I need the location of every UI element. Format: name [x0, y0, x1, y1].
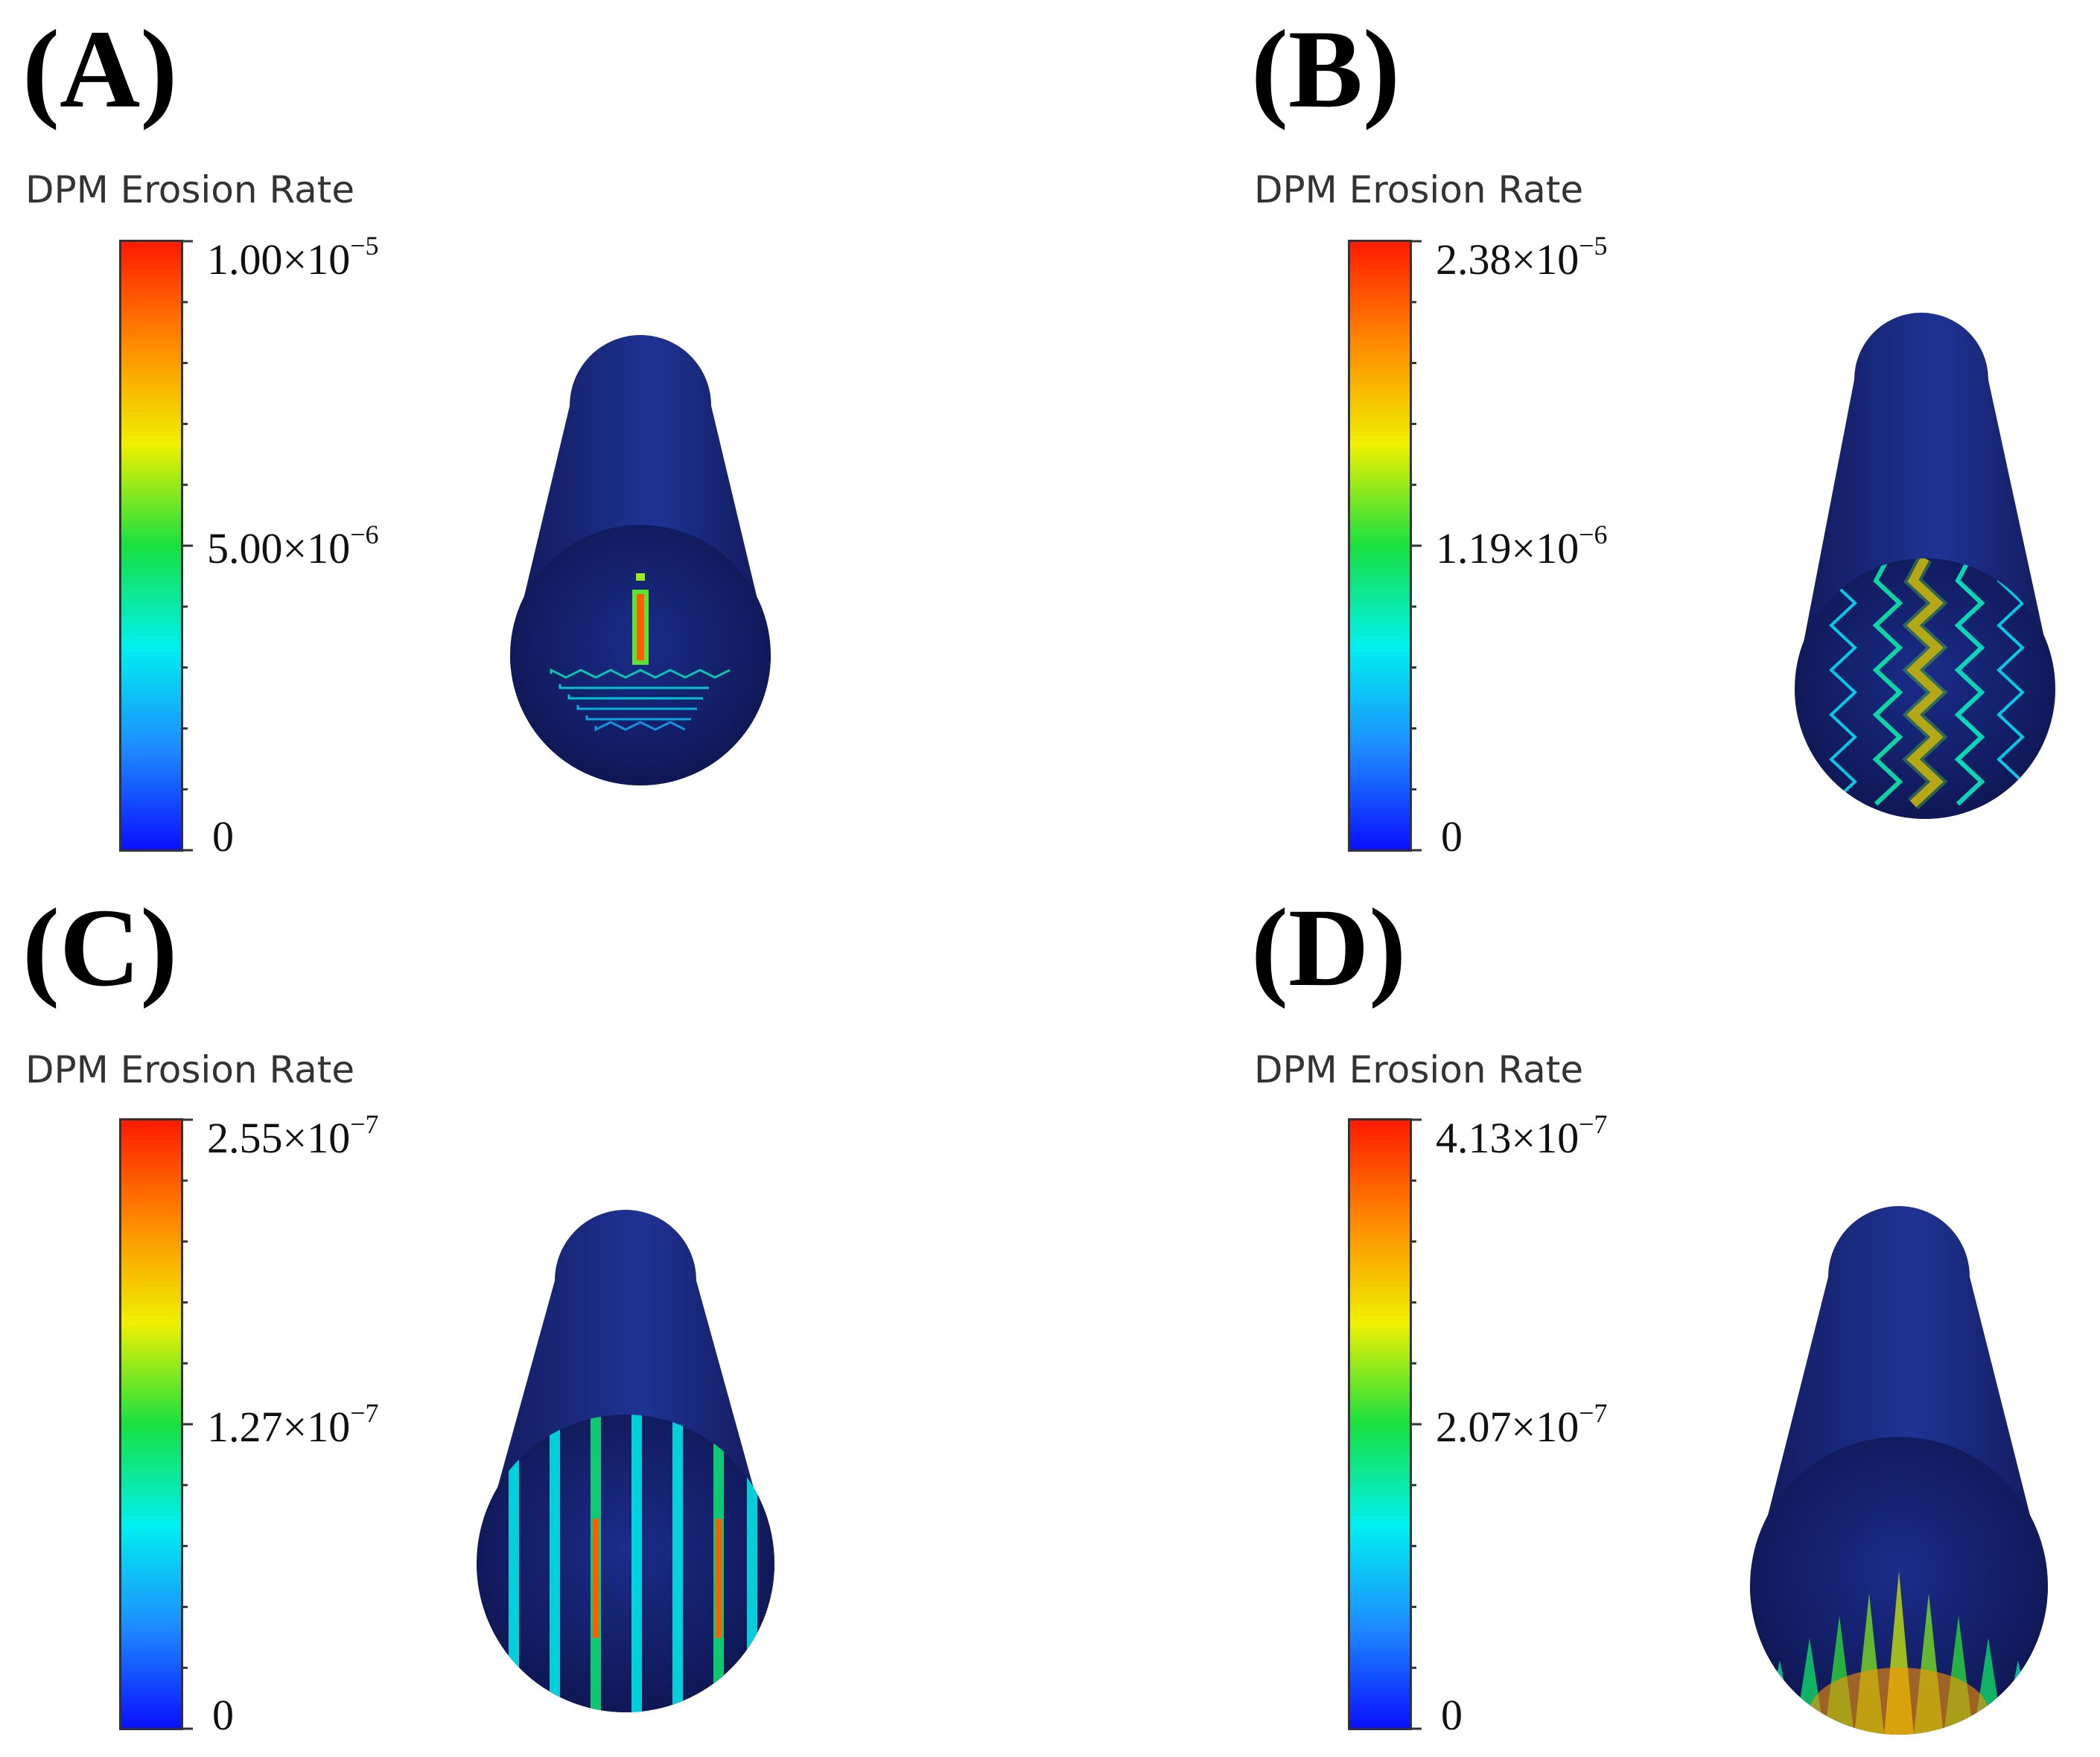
panel-a: (A) DPM Erosion Rate 1.00×10−5 5.00×10−6…: [0, 0, 1050, 878]
erosion-zigzag: [1996, 558, 2025, 806]
pipe-erosion-render: [1750, 1206, 2048, 1735]
erosion-hotspot: [1810, 1668, 1988, 1735]
erosion-ripple: [559, 684, 709, 689]
erosion-streak: [632, 590, 649, 665]
pipe-erosion-render: [1795, 313, 2055, 819]
colorbar-mid-label: 1.19×10−6: [1436, 520, 1608, 573]
panel-b: (B) DPM Erosion Rate 2.38×10−5 1.19×10−6…: [1229, 0, 2100, 878]
pipe-erosion-render: [510, 335, 771, 785]
colorbar: [119, 240, 183, 852]
colorbar-mid-label: 5.00×10−6: [207, 520, 379, 573]
erosion-ripple: [550, 668, 731, 679]
colorbar-ticks: [181, 240, 193, 852]
colorbar-mid-label: 2.07×10−7: [1436, 1398, 1608, 1451]
erosion-ripple: [567, 695, 703, 700]
colorbar-title: DPM Erosion Rate: [1254, 1048, 1584, 1091]
panel-c: (C) DPM Erosion Rate 2.55×10−7 1.27×10−7…: [0, 878, 1050, 1757]
panel-label: (A): [22, 7, 178, 131]
panel-label: (C): [22, 886, 178, 1010]
colorbar-min-label: 0: [212, 812, 234, 861]
panel-d: (D) DPM Erosion Rate 4.13×10−7 2.07×10−7…: [1229, 878, 2100, 1757]
colorbar-max-label: 1.00×10−5: [207, 231, 379, 284]
colorbar-title: DPM Erosion Rate: [1254, 168, 1584, 211]
erosion-ripple: [576, 705, 697, 710]
erosion-pattern: [509, 1415, 757, 1712]
colorbar: [1348, 240, 1412, 852]
colorbar-ticks: [1410, 240, 1422, 852]
erosion-pattern: [550, 573, 731, 732]
colorbar-title: DPM Erosion Rate: [25, 1048, 355, 1091]
colorbar-ticks: [1410, 1118, 1422, 1730]
erosion-zigzag: [1872, 558, 1903, 806]
colorbar-ticks: [181, 1118, 193, 1730]
erosion-hotspot: [716, 1519, 722, 1638]
colorbar-title: DPM Erosion Rate: [25, 168, 355, 211]
colorbar-max-label: 2.38×10−5: [1436, 231, 1608, 284]
panel-label: (B): [1251, 7, 1400, 131]
erosion-zigzag: [1906, 558, 1944, 808]
colorbar-max-label: 4.13×10−7: [1436, 1109, 1608, 1162]
colorbar-max-label: 2.55×10−7: [207, 1109, 379, 1162]
panel-label: (D): [1251, 886, 1407, 1010]
colorbar-min-label: 0: [1441, 812, 1463, 861]
pipe-outlet-face: [477, 1415, 774, 1712]
erosion-zigzag: [1829, 558, 1857, 806]
erosion-streak: [747, 1415, 757, 1712]
erosion-ripple: [585, 715, 691, 721]
colorbar-min-label: 0: [212, 1691, 234, 1739]
erosion-streak: [509, 1415, 519, 1712]
erosion-hotspot: [593, 1519, 599, 1638]
colorbar-min-label: 0: [1441, 1691, 1463, 1739]
erosion-zigzag-halo: [1902, 558, 1948, 810]
pipe-outlet-face: [1795, 558, 2055, 819]
erosion-streak: [550, 1415, 560, 1712]
erosion-streak: [631, 1415, 642, 1712]
erosion-ripple: [594, 721, 686, 732]
pipe-erosion-render: [477, 1210, 774, 1712]
colorbar-mid-label: 1.27×10−7: [207, 1398, 379, 1451]
erosion-pattern: [1829, 558, 2025, 810]
erosion-zigzag: [1954, 558, 1985, 806]
erosion-spot: [636, 573, 645, 581]
erosion-streak: [672, 1415, 683, 1712]
